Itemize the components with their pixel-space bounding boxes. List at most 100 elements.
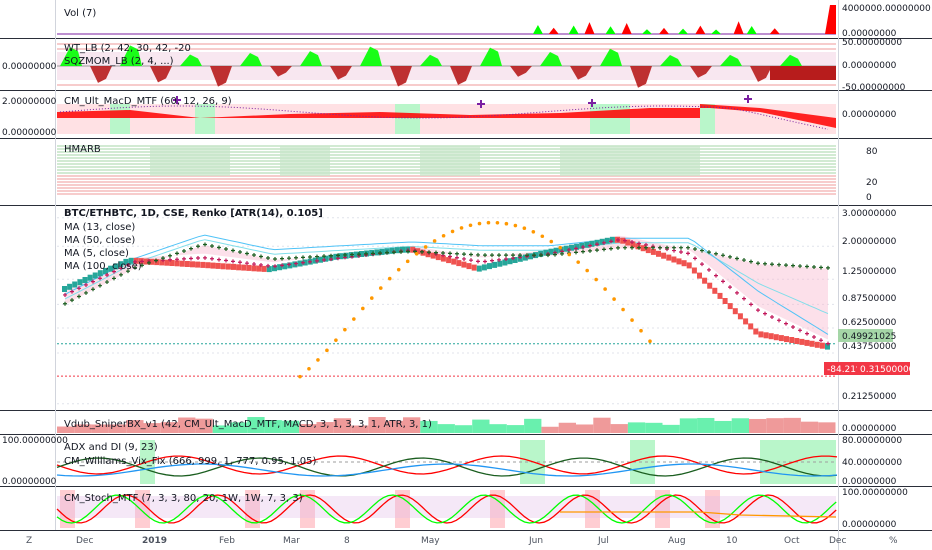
ma-ribbon — [65, 235, 828, 340]
renko-brick — [353, 251, 359, 258]
sniper-bar — [627, 422, 646, 433]
volume-spike — [584, 22, 595, 34]
renko-brick — [548, 248, 554, 255]
time-axis[interactable]: Z Dec 2019 Feb Mar 8 May Jun Jul Aug 10 … — [26, 536, 898, 546]
macd-signal-line — [59, 105, 829, 130]
renko-brick — [743, 318, 749, 325]
volume-spike — [621, 22, 632, 34]
hmarb-zone — [420, 146, 480, 176]
scale-toggle-button[interactable]: % — [889, 536, 898, 546]
parabolic-dot — [316, 358, 320, 362]
ma13-marker — [98, 276, 102, 281]
ma13-marker — [574, 246, 578, 251]
ma50-marker — [91, 287, 95, 292]
volume-spike — [733, 21, 744, 34]
renko-brick — [666, 254, 672, 261]
renko-brick — [778, 335, 784, 342]
ma13-marker — [483, 259, 487, 264]
parabolic-dot — [531, 230, 536, 234]
ma13-marker — [476, 259, 480, 264]
wavetrend-trough — [330, 66, 352, 80]
wavetrend-peak — [420, 54, 442, 66]
ma13-marker — [595, 242, 599, 247]
ma50-marker — [693, 246, 697, 251]
ma50-marker — [812, 264, 816, 269]
sniper-bar — [333, 418, 352, 433]
legend-ma50: MA (50, close) — [64, 235, 135, 246]
macd-pane[interactable]: CM_Ult_MacD_MTF (60, 12, 26, 9) 2.000000… — [2, 95, 897, 138]
renko-brick — [379, 248, 385, 255]
renko-brick — [712, 287, 718, 294]
renko-brick — [497, 260, 503, 267]
parabolic-dot — [558, 245, 563, 250]
sniper-bar — [212, 425, 230, 433]
ma50-marker — [700, 248, 704, 253]
price-pane[interactable]: BTC/ETHBTC, 1D, CSE, Renko [ATR(14), 0.1… — [57, 208, 915, 434]
ma13-marker — [462, 256, 466, 261]
volume-pane[interactable]: Vol (7) 4000000.00000000 0.00000000 — [57, 4, 931, 39]
sniper-bar — [264, 420, 282, 433]
renko-brick — [359, 251, 364, 257]
ma50-marker — [98, 283, 102, 288]
sniper-bars — [57, 417, 836, 433]
ma50-marker — [147, 260, 151, 265]
renko-brick — [737, 313, 743, 320]
vixfix-title: CM_Williams_Vix_Fix (666, 999, 1, 777, 0… — [64, 456, 317, 467]
ma50-marker — [224, 247, 228, 252]
ma50-marker — [238, 250, 242, 255]
sniper-pane[interactable]: Vdub_SniperBX_v1 (42, CM_Ult_MacD_MTF, M… — [57, 417, 836, 433]
stoch-tick-0: 0.00000000 — [842, 520, 897, 530]
renko-brick — [799, 338, 805, 345]
ma50-marker — [105, 280, 109, 285]
x-tick-dec-end: Dec — [829, 536, 846, 546]
volume-spike — [769, 28, 780, 34]
ma50-marker — [154, 258, 158, 263]
renko-brick — [650, 248, 656, 255]
volume-spike — [605, 26, 616, 34]
ma50-marker — [217, 245, 221, 250]
price-tick-02125: 0.21250000 — [842, 392, 897, 402]
adx-right-tick-0: 0.00000000 — [842, 477, 897, 487]
ma13-marker — [609, 239, 613, 244]
ma50-marker — [301, 255, 305, 260]
parabolic-dot — [298, 374, 302, 379]
renko-brick — [563, 245, 569, 252]
ma50-marker — [84, 290, 88, 295]
renko-brick — [251, 265, 257, 272]
ma50-marker — [245, 251, 249, 256]
parabolic-dot — [405, 259, 410, 264]
parabolic-dot — [495, 220, 500, 225]
wavetrend-tick-neg50: -50.00000000 — [842, 83, 906, 93]
renko-brick — [400, 246, 405, 253]
ma13-marker — [210, 256, 214, 261]
ma50-marker — [539, 253, 543, 258]
ma13-marker — [119, 266, 123, 271]
renko-brick — [318, 256, 323, 263]
renko-brick — [440, 255, 446, 262]
renko-brick — [92, 272, 98, 279]
wavetrend-trough — [630, 66, 652, 88]
renko-brick — [159, 259, 165, 266]
renko-brick — [722, 298, 728, 304]
stoch-zone — [655, 490, 670, 528]
ma50-marker — [595, 248, 599, 253]
wavetrend-left-tick: 0.00000000 — [2, 62, 57, 72]
renko-brick — [97, 270, 103, 277]
renko-brick — [466, 263, 472, 270]
parabolic-dot — [513, 223, 518, 228]
wavetrend-pane[interactable]: WT_LB (2, 42, 30, 42, -20 SQZMOM_LB (2, … — [2, 38, 906, 93]
legend-ma100: MA (100, close) — [64, 261, 142, 272]
auto-scale-button[interactable]: Z — [26, 536, 32, 546]
sniper-bar — [143, 423, 161, 433]
ma13-marker — [826, 341, 830, 346]
stoch-pane[interactable]: CM_Stoch_MTF (7, 3, 3, 80, 20, 1W, 1W, 7… — [56, 488, 908, 530]
ma50-marker — [469, 252, 473, 257]
renko-brick — [343, 252, 349, 259]
adx-pane[interactable]: ADX and DI (9, 23) CM_Williams_Vix_Fix (… — [2, 436, 902, 487]
ma13-marker — [112, 269, 116, 274]
ma50-marker — [364, 251, 368, 256]
ma50-marker — [140, 263, 144, 268]
hmarb-pane[interactable]: HMARB 80 20 0 — [57, 144, 878, 203]
renko-brick — [697, 272, 702, 279]
